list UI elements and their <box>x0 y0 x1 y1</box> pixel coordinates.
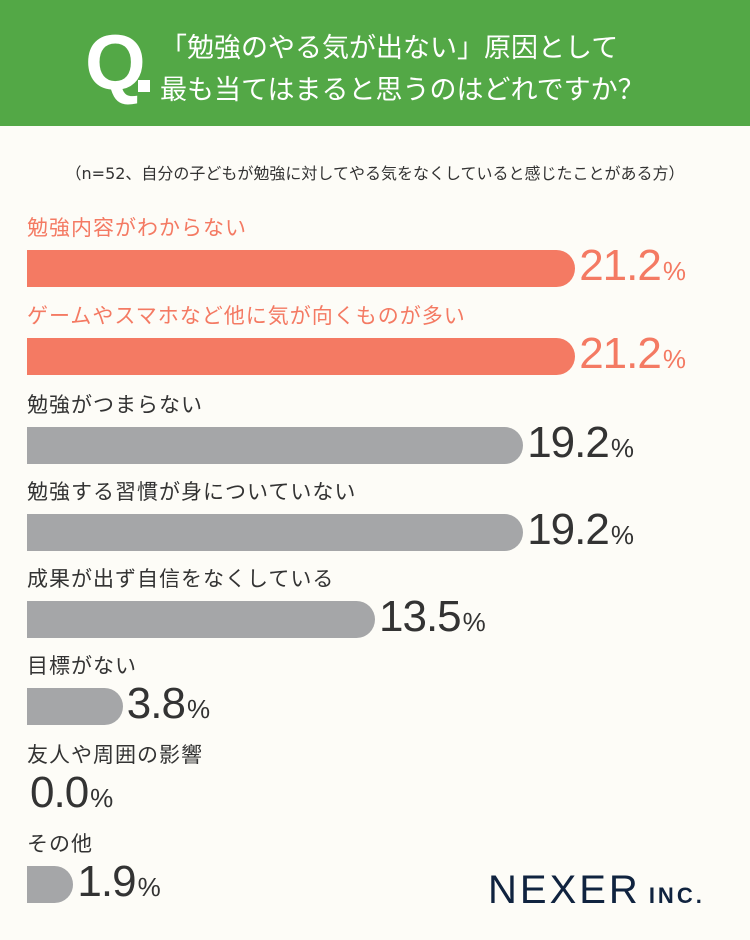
bar-row: 成果が出ず自信をなくしている 13.5% <box>27 564 486 641</box>
bar-line: 21.2% <box>27 331 686 378</box>
value-label: 13.5% <box>379 594 486 641</box>
bar-line: 3.8% <box>27 681 210 728</box>
value-number: 19.2 <box>527 504 610 554</box>
category-label: その他 <box>27 832 93 856</box>
bar-line: 13.5% <box>27 594 486 641</box>
bar-row: 目標がない 3.8% <box>27 651 210 728</box>
category-label: 成果が出ず自信をなくしている <box>27 567 335 591</box>
value-number: 0.0 <box>30 767 89 817</box>
value-number: 21.2 <box>579 328 662 378</box>
bar <box>27 249 576 287</box>
bar-line: 0.0% <box>27 770 203 817</box>
bar-line: 19.2% <box>27 507 634 554</box>
bar <box>27 687 123 725</box>
value-label: 21.2% <box>579 243 686 290</box>
percent-sign: % <box>90 782 113 813</box>
nexer-logo: NEXER INC. <box>488 868 705 913</box>
value-number: 19.2 <box>527 417 610 467</box>
percent-sign: % <box>610 432 634 463</box>
bar-line: 21.2% <box>27 243 686 290</box>
question-header: Q 「勉強のやる気が出ない」原因として 最も当てはまると思うのはどれですか？ <box>0 0 750 126</box>
logo-name: NEXER <box>488 868 641 912</box>
bar <box>27 426 524 464</box>
category-label: 勉強がつまらない <box>27 393 203 417</box>
percent-sign: % <box>662 255 686 286</box>
question-title: 「勉強のやる気が出ない」原因として 最も当てはまると思うのはどれですか？ <box>160 28 645 112</box>
value-number: 3.8 <box>126 678 186 728</box>
bar-row: ゲームやスマホなど他に気が向くものが多い 21.2% <box>27 301 686 378</box>
percent-sign: % <box>610 519 634 550</box>
title-line-2: 最も当てはまると思うのはどれですか？ <box>160 75 645 106</box>
category-label: 勉強内容がわからない <box>27 216 247 240</box>
bar-row: 友人や周囲の影響 0.0% <box>27 740 203 814</box>
bar-row: その他 1.9% <box>27 829 161 906</box>
percent-sign: % <box>662 343 686 374</box>
q-dot <box>138 80 150 92</box>
value-label: 19.2% <box>527 507 634 554</box>
bar <box>27 865 74 903</box>
title-line-1: 「勉強のやる気が出ない」原因として <box>160 33 619 64</box>
bar-line: 19.2% <box>27 420 634 467</box>
value-label: 3.8% <box>127 681 210 728</box>
bar <box>27 600 375 638</box>
bar <box>27 337 576 375</box>
bar-row: 勉強する習慣が身についていない 19.2% <box>27 477 634 554</box>
percent-sign: % <box>186 693 210 724</box>
value-label: 1.9% <box>77 859 161 906</box>
value-number: 13.5 <box>379 591 462 641</box>
percent-sign: % <box>462 606 486 637</box>
q-mark: Q <box>85 18 146 106</box>
bar <box>27 513 524 551</box>
category-label: ゲームやスマホなど他に気が向くものが多い <box>27 304 466 328</box>
bar-line: 1.9% <box>27 859 161 906</box>
value-label: 19.2% <box>527 420 634 467</box>
value-number: 21.2 <box>579 240 662 290</box>
category-label: 勉強する習慣が身についていない <box>27 480 357 504</box>
value-label: 0.0% <box>30 770 113 817</box>
value-label: 21.2% <box>579 331 686 378</box>
percent-sign: % <box>137 871 161 902</box>
category-label: 友人や周囲の影響 <box>27 743 203 767</box>
category-label: 目標がない <box>27 654 137 678</box>
logo-suffix: INC. <box>648 883 705 908</box>
value-number: 1.9 <box>77 856 136 906</box>
bar-row: 勉強がつまらない 19.2% <box>27 390 634 467</box>
bar-row: 勉強内容がわからない 21.2% <box>27 213 686 290</box>
sample-note: （n=52、自分の子どもが勉強に対してやる気をなくしていると感じたことがある方） <box>65 164 685 183</box>
